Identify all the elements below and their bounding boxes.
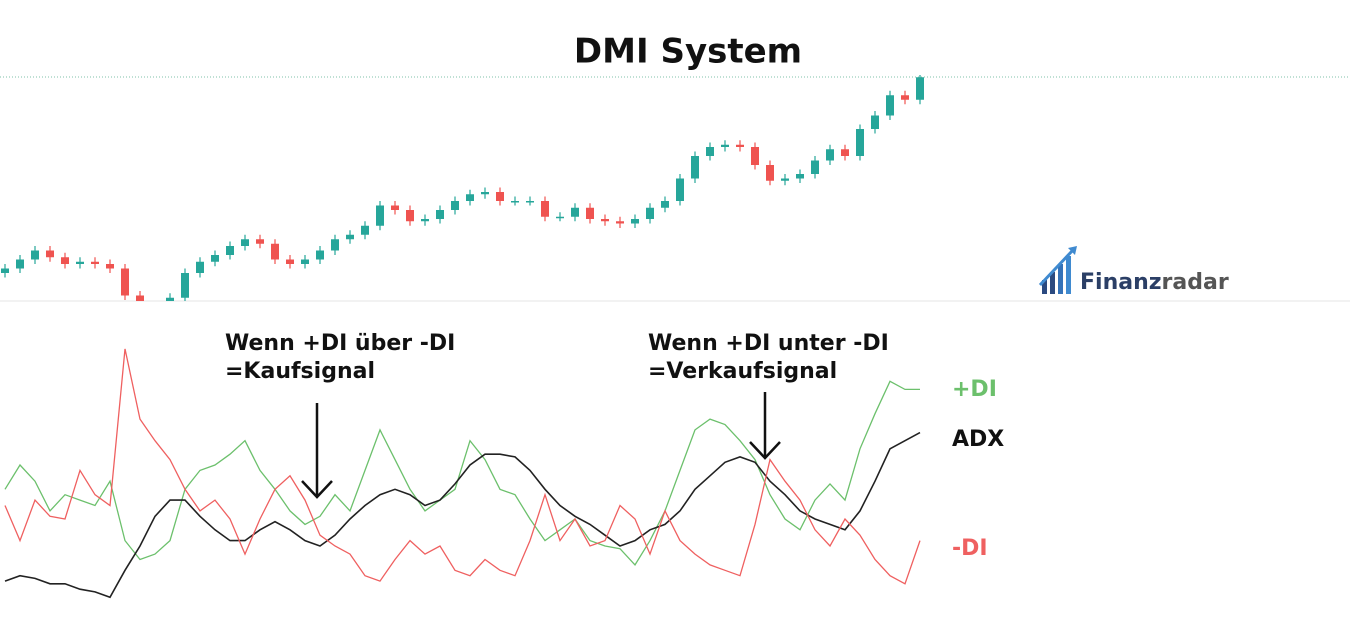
logo-bar	[1058, 264, 1063, 294]
candle-body	[496, 192, 504, 201]
series-line	[4, 431, 921, 599]
annotation: =Verkaufsignal	[648, 359, 837, 384]
legend-label: +DI	[952, 377, 997, 402]
logo-arrow-head	[1068, 246, 1077, 255]
candle-body	[826, 149, 834, 161]
series-line	[4, 348, 921, 585]
candle-body	[796, 174, 804, 179]
logo-bar	[1066, 256, 1071, 294]
candle-body	[46, 250, 54, 258]
candle-body	[391, 205, 399, 210]
annotation-arrow-head	[301, 480, 333, 499]
candle-body	[241, 239, 249, 246]
candle-body	[466, 194, 474, 201]
candle-body	[856, 129, 864, 156]
candle-body	[286, 259, 294, 264]
series-line	[4, 380, 920, 566]
candle-body	[556, 216, 564, 219]
candle-body	[436, 210, 444, 219]
candle-body	[541, 201, 549, 217]
logo: Finanzradar	[1038, 246, 1229, 295]
dmi-lines	[4, 348, 921, 599]
candle-body	[526, 201, 534, 203]
candle-body	[316, 250, 324, 260]
candle-body	[151, 311, 159, 313]
candle-body	[646, 207, 654, 219]
candle-body	[451, 201, 459, 210]
candle-body	[571, 207, 579, 217]
candle-body	[781, 178, 789, 181]
candle-body	[121, 268, 129, 296]
candle-body	[136, 295, 144, 301]
candle-body	[61, 257, 69, 264]
legend-label: -DI	[952, 536, 988, 561]
candle-body	[481, 192, 489, 195]
candles	[1, 75, 924, 313]
candle-body	[361, 225, 369, 235]
candle-body	[256, 239, 264, 244]
annotation: =Kaufsignal	[225, 359, 375, 384]
candle-body	[631, 219, 639, 224]
candle-body	[346, 234, 354, 240]
annotation: Wenn +DI über -DI	[225, 331, 455, 356]
candle-body	[736, 144, 744, 147]
annotation: Wenn +DI unter -DI	[648, 331, 889, 356]
candle-body	[406, 210, 414, 222]
candle-body	[616, 221, 624, 224]
logo-text: Finanzradar	[1080, 270, 1229, 295]
candle-body	[331, 239, 339, 251]
candle-body	[511, 201, 519, 203]
candle-body	[211, 255, 219, 262]
candle-body	[601, 219, 609, 222]
candle-body	[661, 201, 669, 208]
annotation-arrow-head	[749, 441, 781, 460]
candle-body	[871, 115, 879, 129]
legend-label: ADX	[952, 427, 1004, 452]
candle-body	[676, 178, 684, 201]
candle-body	[586, 207, 594, 219]
candle-body	[91, 261, 99, 264]
candle-body	[841, 149, 849, 156]
candle-body	[691, 156, 699, 179]
candle-body	[226, 246, 234, 255]
candle-body	[376, 205, 384, 226]
candle-body	[751, 147, 759, 165]
candle-body	[181, 273, 189, 298]
candle-body	[271, 243, 279, 260]
candle-body	[31, 250, 39, 260]
candle-body	[301, 259, 309, 264]
candle-body	[1, 268, 9, 273]
logo-bar	[1042, 280, 1047, 294]
candle-body	[166, 297, 174, 301]
candle-body	[901, 95, 909, 100]
candle-body	[886, 95, 894, 116]
candle-body	[421, 219, 429, 222]
candle-body	[766, 165, 774, 181]
candle-body	[916, 77, 924, 100]
candle-body	[16, 259, 24, 269]
candle-body	[811, 160, 819, 174]
logo-arrow	[1038, 248, 1075, 287]
candle-body	[721, 144, 729, 147]
candle-body	[706, 147, 714, 156]
candle-body	[196, 261, 204, 273]
candle-body	[76, 261, 84, 264]
chart-title: DMI System	[574, 32, 802, 72]
logo-bar	[1050, 272, 1055, 294]
candle-body	[106, 264, 114, 269]
